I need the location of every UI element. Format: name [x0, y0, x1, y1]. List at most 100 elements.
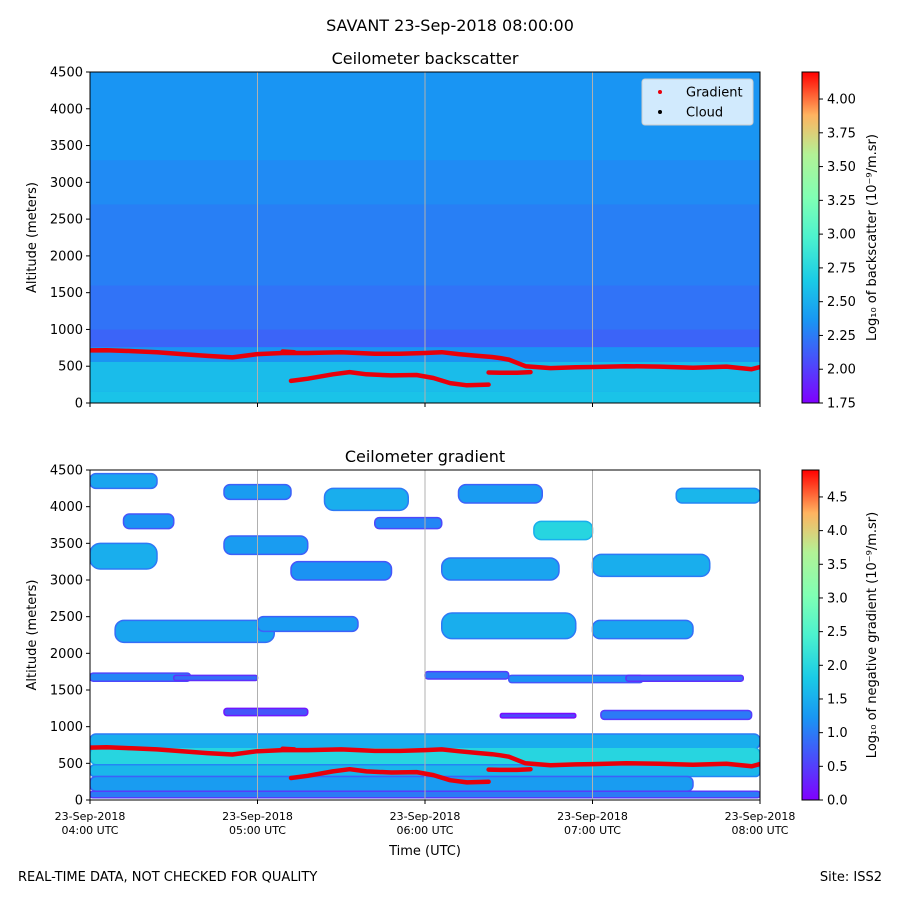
y-tick-label: 4500	[50, 464, 83, 479]
legend-marker	[658, 110, 662, 114]
gradient-patch	[90, 472, 158, 490]
colorbar-tick-label: 2.75	[827, 261, 856, 276]
gradient-patch	[424, 670, 510, 680]
y-tick-label: 4500	[50, 66, 83, 81]
y-tick-label: 4000	[50, 500, 83, 515]
gradient-patch	[591, 619, 694, 640]
gradient-series-line	[288, 766, 491, 785]
x-tick-label-date: 23-Sep-2018	[222, 810, 293, 823]
gradient-series-line	[486, 766, 533, 773]
gradient-series-line	[288, 369, 491, 388]
y-tick-label: 500	[58, 360, 83, 375]
x-tick-label-time: 04:00 UTC	[61, 824, 118, 837]
gradient-patch	[441, 557, 560, 581]
legend-label: Cloud	[686, 106, 723, 121]
gradient-patch	[591, 553, 711, 578]
colorbar-tick-label: 0.0	[827, 794, 848, 809]
x-tick-label-date: 23-Sep-2018	[557, 810, 628, 823]
gradient-series-line	[280, 746, 297, 752]
colorbar-label: Log₁₀ of negative gradient (10⁻⁹/m.sr)	[865, 512, 880, 758]
gradient-patch	[533, 520, 594, 541]
chart-title: Ceilometer backscatter	[332, 49, 519, 68]
gradient-patch	[625, 674, 744, 682]
colorbar	[801, 469, 820, 801]
gradient-patch	[173, 674, 259, 682]
footer-site-label: Site: ISS2	[819, 870, 882, 885]
footer-quality-notice: REAL-TIME DATA, NOT CHECKED FOR QUALITY	[18, 870, 318, 885]
figure-suptitle: SAVANT 23-Sep-2018 08:00:00	[326, 16, 574, 35]
colorbar-tick-label: 3.0	[827, 591, 848, 606]
gradient-patch	[90, 542, 158, 570]
gradient-series-line	[90, 347, 760, 372]
y-tick-label: 3500	[50, 139, 83, 154]
y-tick-label: 1500	[50, 286, 83, 301]
colorbar-tick-label: 2.5	[827, 625, 848, 640]
y-axis-label: Altitude (meters)	[25, 182, 40, 293]
x-tick-label-time: 08:00 UTC	[731, 824, 788, 837]
legend: Gradient Cloud	[641, 78, 754, 126]
gradient-patch	[223, 535, 309, 556]
x-axis-label: Time (UTC)	[388, 844, 461, 859]
x-tick-label-time: 07:00 UTC	[564, 824, 621, 837]
gradient-patch	[90, 775, 694, 792]
gradient-patch	[600, 709, 753, 721]
plot-area	[90, 470, 760, 800]
colorbar-tick-label: 1.75	[827, 397, 856, 412]
colorbar-tick-label: 2.0	[827, 659, 848, 674]
legend-marker	[658, 90, 662, 94]
chart-panel-1: Ceilometer backscatter 0 500 1000 1500 2000 25…	[25, 49, 880, 412]
colorbar-tick-label: 4.0	[827, 524, 848, 539]
chart-title: Ceilometer gradient	[345, 447, 505, 466]
gradient-patch	[256, 615, 359, 633]
colorbar-tick-label: 4.5	[827, 490, 848, 505]
y-tick-label: 0	[75, 794, 83, 809]
colorbar-tick-label: 3.50	[827, 160, 856, 175]
gradient-patch	[122, 513, 175, 530]
y-tick-label: 500	[58, 757, 83, 772]
y-tick-label: 1000	[50, 323, 83, 338]
gradient-patch	[499, 712, 577, 719]
gradient-series-line	[486, 369, 533, 376]
colorbar-tick-label: 2.25	[827, 329, 856, 344]
x-tick-label-date: 23-Sep-2018	[390, 810, 461, 823]
y-tick-label: 1000	[50, 720, 83, 735]
y-axis-label: Altitude (meters)	[25, 580, 40, 691]
y-tick-label: 2500	[50, 610, 83, 625]
colorbar-tick-label: 1.5	[827, 692, 848, 707]
y-tick-label: 3000	[50, 574, 83, 589]
gradient-series-line	[90, 745, 760, 769]
gradient-patch	[114, 619, 275, 644]
x-tick-label-date: 23-Sep-2018	[725, 810, 796, 823]
y-tick-label: 2000	[50, 647, 83, 662]
colorbar-label: Log₁₀ of backscatter (10⁻⁹/m.sr)	[865, 134, 880, 341]
y-tick-label: 3000	[50, 176, 83, 191]
y-tick-label: 0	[75, 397, 83, 412]
colorbar	[801, 71, 820, 404]
gradient-patch	[290, 560, 393, 581]
gradient-patch	[374, 516, 443, 530]
legend-box	[641, 78, 754, 126]
legend-label: Gradient	[686, 86, 743, 101]
gradient-patch	[457, 483, 543, 504]
y-tick-label: 4000	[50, 102, 83, 117]
colorbar-tick-label: 3.25	[827, 194, 856, 209]
gradient-patch	[675, 487, 760, 504]
y-tick-label: 2500	[50, 213, 83, 228]
y-tick-label: 2000	[50, 249, 83, 264]
colorbar-tick-label: 3.75	[827, 126, 856, 141]
colorbar-tick-label: 3.5	[827, 558, 848, 573]
y-tick-label: 3500	[50, 537, 83, 552]
gradient-series-line	[280, 349, 297, 355]
gradient-patch	[323, 487, 409, 512]
colorbar-tick-label: 0.5	[827, 760, 848, 775]
colorbar-tick-label: 3.00	[827, 228, 856, 243]
x-tick-label-date: 23-Sep-2018	[55, 810, 126, 823]
gradient-patch	[223, 707, 309, 717]
x-tick-label-time: 06:00 UTC	[396, 824, 453, 837]
gradient-patch	[508, 674, 644, 684]
y-tick-label: 1500	[50, 684, 83, 699]
colorbar-tick-label: 2.00	[827, 363, 856, 378]
chart-panel-2: Ceilometer gradient 0 500 1000 1500 2000 2500 3…	[25, 447, 880, 859]
colorbar-tick-label: 1.0	[827, 726, 848, 741]
colorbar-tick-label: 2.50	[827, 295, 856, 310]
